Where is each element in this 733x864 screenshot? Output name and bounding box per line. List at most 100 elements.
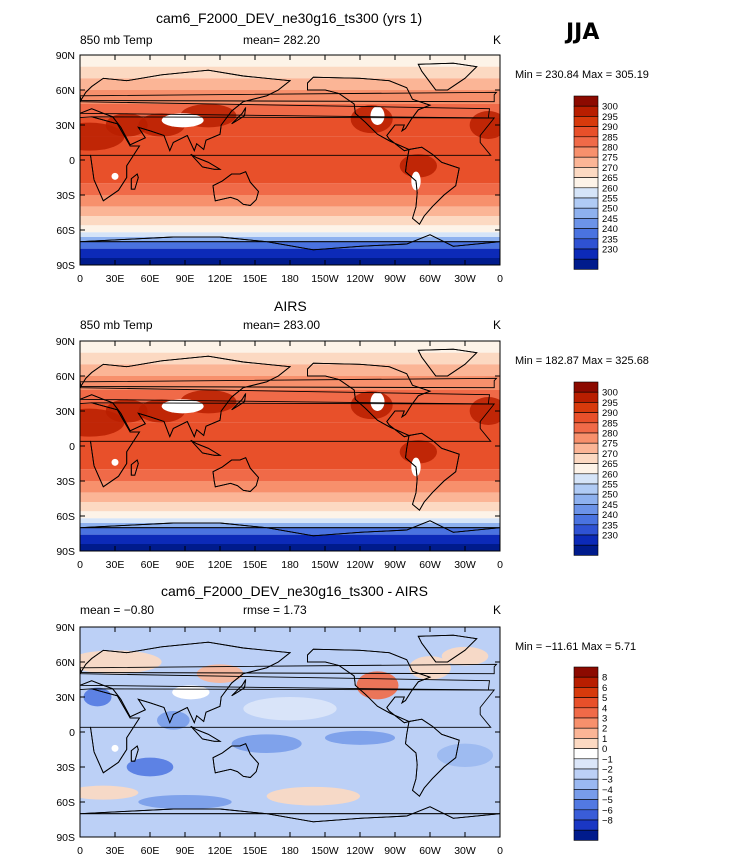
colorbar-label: 230 xyxy=(602,531,618,542)
lat-tick-label: 0 xyxy=(69,441,75,453)
panel-2-variable-label: 850 mb Temp xyxy=(80,318,153,332)
lat-tick-label: 60N xyxy=(56,371,75,383)
lon-tick-label: 30E xyxy=(106,273,125,285)
lon-tick-label: 0 xyxy=(497,273,503,285)
lon-tick-label: 90W xyxy=(384,559,406,571)
lon-tick-label: 60W xyxy=(419,559,441,571)
lon-tick-label: 150W xyxy=(311,845,339,857)
panel-2-units-label: K xyxy=(493,318,502,332)
lon-tick-label: 120W xyxy=(346,273,374,285)
colorbar-label: 285 xyxy=(602,418,618,429)
colorbar-label: 240 xyxy=(602,510,618,521)
panel-3-mean-label: mean = −0.80 xyxy=(80,603,155,617)
coastline-uk xyxy=(80,91,498,103)
panel-2-title: AIRS xyxy=(274,298,307,314)
colorbar-label: 3 xyxy=(602,714,607,725)
colorbar-label: 300 xyxy=(602,388,618,399)
lon-tick-label: 0 xyxy=(77,845,83,857)
lon-tick-label: 90E xyxy=(176,845,195,857)
coastline-uk xyxy=(80,663,498,675)
panel-3-minmax: Min = −11.61 Max = 5.71 xyxy=(515,641,637,653)
colorbar-label: −6 xyxy=(602,805,613,816)
colorbar-label: 240 xyxy=(602,224,618,235)
colorbar-label: 8 xyxy=(602,673,607,684)
coastline-uk xyxy=(80,377,498,389)
lat-tick-label: 0 xyxy=(69,155,75,167)
colorbar-label: 0 xyxy=(602,744,607,755)
colorbar-label: 260 xyxy=(602,183,618,194)
lon-tick-label: 0 xyxy=(77,273,83,285)
colorbar-1: 3002952902852802752702652602552502452402… xyxy=(573,95,618,270)
panel-3-units-label: K xyxy=(493,603,502,617)
colorbar-label: 265 xyxy=(602,459,618,470)
lat-tick-label: 90S xyxy=(56,546,75,558)
panel-1-mean-label: mean= 282.20 xyxy=(243,33,321,47)
lat-tick-label: 60S xyxy=(56,225,75,237)
lon-tick-label: 120W xyxy=(346,845,374,857)
colorbar-label: 300 xyxy=(602,102,618,113)
lon-tick-label: 90W xyxy=(384,845,406,857)
panel-1-units-label: K xyxy=(493,33,502,47)
colorbar-label: 270 xyxy=(602,163,618,174)
lon-tick-label: 30W xyxy=(454,559,476,571)
colorbar-label: 285 xyxy=(602,132,618,143)
lat-tick-label: 30S xyxy=(56,762,75,774)
lat-tick-label: 90S xyxy=(56,832,75,844)
lat-tick-label: 60S xyxy=(56,797,75,809)
colorbar-label: 290 xyxy=(602,122,618,133)
lon-tick-label: 60E xyxy=(141,559,160,571)
lon-tick-label: 180 xyxy=(281,273,299,285)
colorbar-label: 255 xyxy=(602,480,618,491)
colorbar-label: −4 xyxy=(602,785,613,796)
colorbar-label: 290 xyxy=(602,408,618,419)
lat-tick-label: 60N xyxy=(56,657,75,669)
colorbar-label: −1 xyxy=(602,754,613,765)
lon-tick-label: 120W xyxy=(346,559,374,571)
panel-3-title: cam6_F2000_DEV_ne30g16_ts300 - AIRS xyxy=(161,583,428,599)
lon-tick-label: 30E xyxy=(106,559,125,571)
lon-tick-label: 150E xyxy=(243,273,268,285)
lat-tick-label: 60N xyxy=(56,85,75,97)
colorbar-label: −5 xyxy=(602,795,613,806)
season-label: JJA xyxy=(566,20,600,45)
colorbar-label: −3 xyxy=(602,775,613,786)
colorbar-label: 230 xyxy=(602,245,618,256)
colorbar-label: 275 xyxy=(602,439,618,450)
lon-tick-label: 30W xyxy=(454,845,476,857)
lon-tick-label: 150E xyxy=(243,845,268,857)
colorbar-label: 270 xyxy=(602,449,618,460)
lat-tick-label: 60S xyxy=(56,511,75,523)
colorbar-label: 245 xyxy=(602,500,618,511)
lon-tick-label: 120E xyxy=(208,845,233,857)
colorbar-label: 250 xyxy=(602,204,618,215)
lat-tick-label: 90N xyxy=(56,50,75,62)
lon-tick-label: 30W xyxy=(454,273,476,285)
colorbar-label: 5 xyxy=(602,693,607,704)
lon-tick-label: 90E xyxy=(176,273,195,285)
panel-1-minmax: Min = 230.84 Max = 305.19 xyxy=(515,69,649,81)
colorbar-label: 295 xyxy=(602,112,618,123)
lon-tick-label: 60W xyxy=(419,845,441,857)
lon-tick-label: 60E xyxy=(141,273,160,285)
colorbar-label: 4 xyxy=(602,703,607,714)
colorbar-label: 260 xyxy=(602,469,618,480)
lat-tick-label: 0 xyxy=(69,727,75,739)
lon-tick-label: 150W xyxy=(311,559,339,571)
lon-tick-label: 60W xyxy=(419,273,441,285)
lat-tick-label: 90N xyxy=(56,336,75,348)
panel-1-title: cam6_F2000_DEV_ne30g16_ts300 (yrs 1) xyxy=(156,10,423,26)
lon-tick-label: 150W xyxy=(311,273,339,285)
colorbar-label: 280 xyxy=(602,143,618,154)
lon-tick-label: 180 xyxy=(281,845,299,857)
colorbar-label: 235 xyxy=(602,520,618,531)
lon-tick-label: 120E xyxy=(208,559,233,571)
lon-tick-label: 180 xyxy=(281,559,299,571)
lon-tick-label: 150E xyxy=(243,559,268,571)
lon-tick-label: 0 xyxy=(497,559,503,571)
panel-2-minmax: Min = 182.87 Max = 325.68 xyxy=(515,355,649,367)
lat-tick-label: 90S xyxy=(56,260,75,272)
